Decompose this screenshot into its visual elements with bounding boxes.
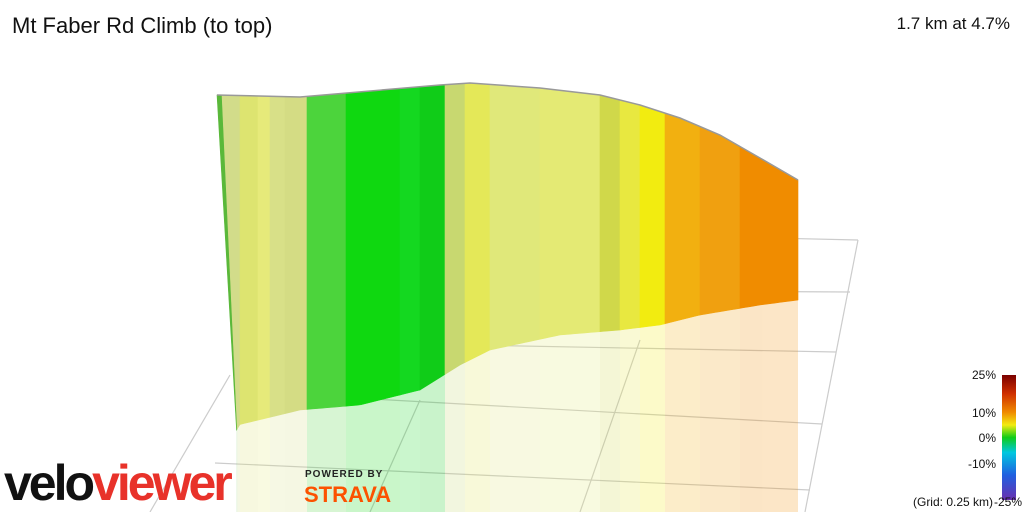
profile-segment — [257, 95, 271, 421]
reflection-segment — [740, 300, 798, 512]
reflection-segment — [420, 374, 445, 512]
profile-segment — [269, 95, 286, 418]
reflection-segment — [490, 339, 540, 512]
profile-segment — [539, 87, 601, 340]
reflection-segment — [445, 362, 465, 512]
reflection-segment — [700, 308, 740, 512]
gradient-scale — [1002, 375, 1016, 500]
logo: veloviewer — [4, 455, 232, 511]
reflection-segment — [237, 424, 240, 512]
profile-segment — [464, 82, 491, 363]
legend-label: -10% — [968, 457, 996, 471]
profile-segment — [619, 99, 641, 331]
logo-part: velo — [4, 455, 94, 511]
reflection-segment — [620, 327, 640, 512]
reflection-segment — [346, 395, 400, 512]
profile-segment — [284, 96, 308, 414]
legend-label: 25% — [972, 368, 996, 382]
profile-segment — [664, 112, 701, 325]
reflection-segment — [285, 409, 307, 512]
title: Mt Faber Rd Climb (to top) — [12, 13, 272, 38]
logo-part: viewer — [92, 455, 232, 511]
profile-segment — [221, 94, 241, 430]
reflection-segment — [258, 417, 270, 512]
legend: 25% 10% 0% -10% -25% (Grid: 0.25 km) — [913, 368, 1022, 509]
profile-segment — [419, 84, 446, 391]
profile-segment — [739, 145, 799, 309]
legend-label: 10% — [972, 406, 996, 420]
reflection-segment — [600, 330, 620, 512]
profile-segment — [345, 88, 401, 407]
reflection-segment — [236, 428, 238, 512]
partner: STRAVA — [304, 482, 391, 507]
reflection-segment — [465, 350, 490, 512]
profile-segment — [489, 84, 541, 351]
profile-wall — [216, 82, 799, 431]
reflection-segment — [270, 413, 285, 512]
profile-segment — [599, 94, 621, 332]
legend-label: 0% — [979, 431, 997, 445]
profile-segment — [699, 126, 741, 316]
profile-segment — [639, 104, 666, 328]
legend-label: -25% — [994, 495, 1022, 509]
profile-segment — [444, 83, 466, 375]
reflection-segment — [665, 315, 700, 512]
profile-segment — [399, 86, 421, 396]
powered-by: POWERED BY — [305, 469, 383, 480]
summary: 1.7 km at 4.7% — [897, 14, 1010, 33]
reflection-segment — [400, 390, 420, 512]
grid-note: (Grid: 0.25 km) — [913, 495, 993, 509]
reflection-segment — [640, 323, 665, 512]
profile-reflection — [236, 300, 798, 512]
reflection-segment — [307, 406, 346, 512]
profile-segment — [306, 92, 347, 410]
profile-segment — [239, 95, 259, 425]
reflection-segment — [240, 420, 258, 512]
profile-edge — [216, 82, 799, 181]
reflection-segment — [540, 331, 600, 512]
